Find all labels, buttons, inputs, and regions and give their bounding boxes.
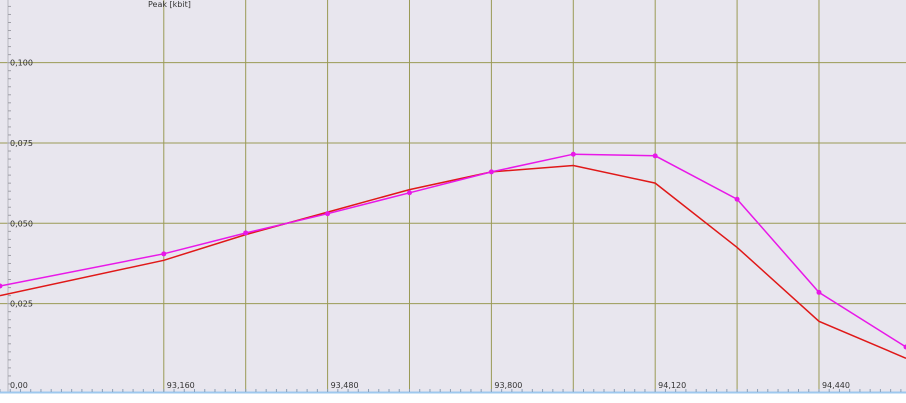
series-1-point-7	[653, 153, 658, 158]
series-1-point-3	[325, 211, 330, 216]
x-tick-label-0: 0,00	[10, 381, 28, 390]
series-1-point-2	[243, 230, 248, 235]
series-1-point-6	[571, 152, 576, 157]
y-tick-label-1: 0,075	[10, 139, 33, 148]
y-tick-label-3: 0,025	[10, 300, 33, 309]
x-tick-label-4: 94,120	[658, 381, 686, 390]
series-1-point-4	[407, 190, 412, 195]
x-tick-label-5: 94,440	[822, 381, 850, 390]
x-tick-label-3: 93,800	[494, 381, 522, 390]
series-1-point-1	[161, 251, 166, 256]
series-1-point-9	[816, 290, 821, 295]
y-tick-label-0: 0,100	[10, 59, 33, 68]
y-tick-label-2: 0,050	[10, 219, 33, 228]
y-axis-title: Peak [kbit]	[148, 0, 191, 9]
series-1-point-8	[735, 197, 740, 202]
x-tick-label-1: 93,160	[167, 381, 195, 390]
x-tick-label-2: 93,480	[331, 381, 359, 390]
series-1-point-5	[489, 169, 494, 174]
